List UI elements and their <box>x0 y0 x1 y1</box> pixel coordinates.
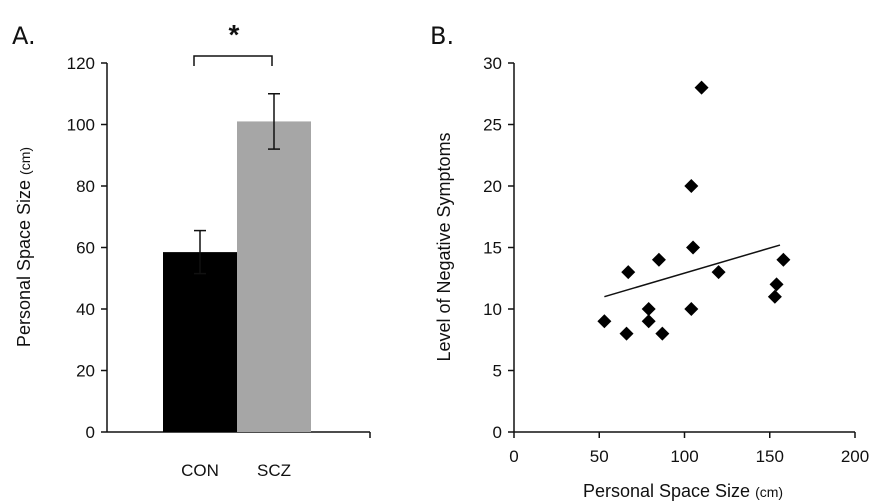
panel-b-y-tick-label: 15 <box>483 239 502 258</box>
panel-b-y-tick-label: 25 <box>483 116 502 135</box>
category-label-scz: SCZ <box>257 461 291 480</box>
scatter-point <box>651 252 666 267</box>
panel-a-y-tick-label: 20 <box>76 362 95 381</box>
panel-a-y-axis-unit: (cm) <box>17 147 33 175</box>
scatter-point <box>641 302 656 316</box>
scatter-point <box>621 265 636 280</box>
scatter-point <box>694 80 709 95</box>
scatter-point <box>711 265 726 280</box>
panel-b-x-axis-title: Personal Space Size (cm) <box>583 481 783 501</box>
panel-b-y-tick-label: 30 <box>483 54 502 73</box>
panel-b-x-tick-label: 0 <box>509 447 518 466</box>
panel-b-x-axis-unit: (cm) <box>755 484 783 500</box>
trend-line <box>604 244 781 298</box>
panel-a-y-axis-title: Personal Space Size (cm) <box>14 147 34 347</box>
significance-marker: * <box>229 19 240 50</box>
scatter-point <box>767 289 782 304</box>
scatter-point <box>769 277 784 292</box>
panel-a-y-tick-label: 100 <box>67 116 95 135</box>
panel-b-y-tick-label: 5 <box>493 362 502 381</box>
panel-a-y-tick-label: 80 <box>76 177 95 196</box>
panel-a-label: A. <box>12 22 36 50</box>
panel-b-x-tick-label: 100 <box>670 447 698 466</box>
significance-bracket <box>193 55 273 66</box>
scatter-point <box>641 314 656 329</box>
scatter-point <box>597 314 612 329</box>
panel-b-x-tick-label: 50 <box>590 447 609 466</box>
scatter-point <box>684 179 699 193</box>
scatter-point <box>686 240 701 255</box>
bar-scz <box>237 121 311 433</box>
chart-marks: 0 20 40 60 80 100 120 CON SCZ 0 5 10 15 20 25 30 0 50 100 1… <box>67 54 870 480</box>
panel-a-y-tick-label: 0 <box>86 423 95 442</box>
panel-b-x-tick-label: 150 <box>756 447 784 466</box>
scatter-point <box>776 252 791 267</box>
panel-b-y-tick-label: 0 <box>493 423 502 442</box>
panel-b-y-tick-label: 20 <box>483 177 502 196</box>
panel-a-y-tick-label: 40 <box>76 300 95 319</box>
scatter-point <box>684 302 699 316</box>
category-label-con: CON <box>181 461 219 480</box>
panel-a-y-tick-label: 60 <box>76 239 95 258</box>
scatter-point <box>655 326 670 341</box>
panel-b-y-tick-label: 10 <box>483 300 502 319</box>
panel-b-label: B. <box>430 22 454 50</box>
panel-a-y-tick-label: 120 <box>67 54 95 73</box>
panel-b-x-axis-label: Personal Space Size <box>583 481 750 501</box>
panel-b-y-axis-label: Level of Negative Symptoms <box>434 132 454 361</box>
scatter-point <box>619 326 634 341</box>
panel-a-y-axis-label: Personal Space Size <box>14 180 34 347</box>
bar-con <box>163 252 237 432</box>
panel-b-x-tick-label: 200 <box>841 447 869 466</box>
